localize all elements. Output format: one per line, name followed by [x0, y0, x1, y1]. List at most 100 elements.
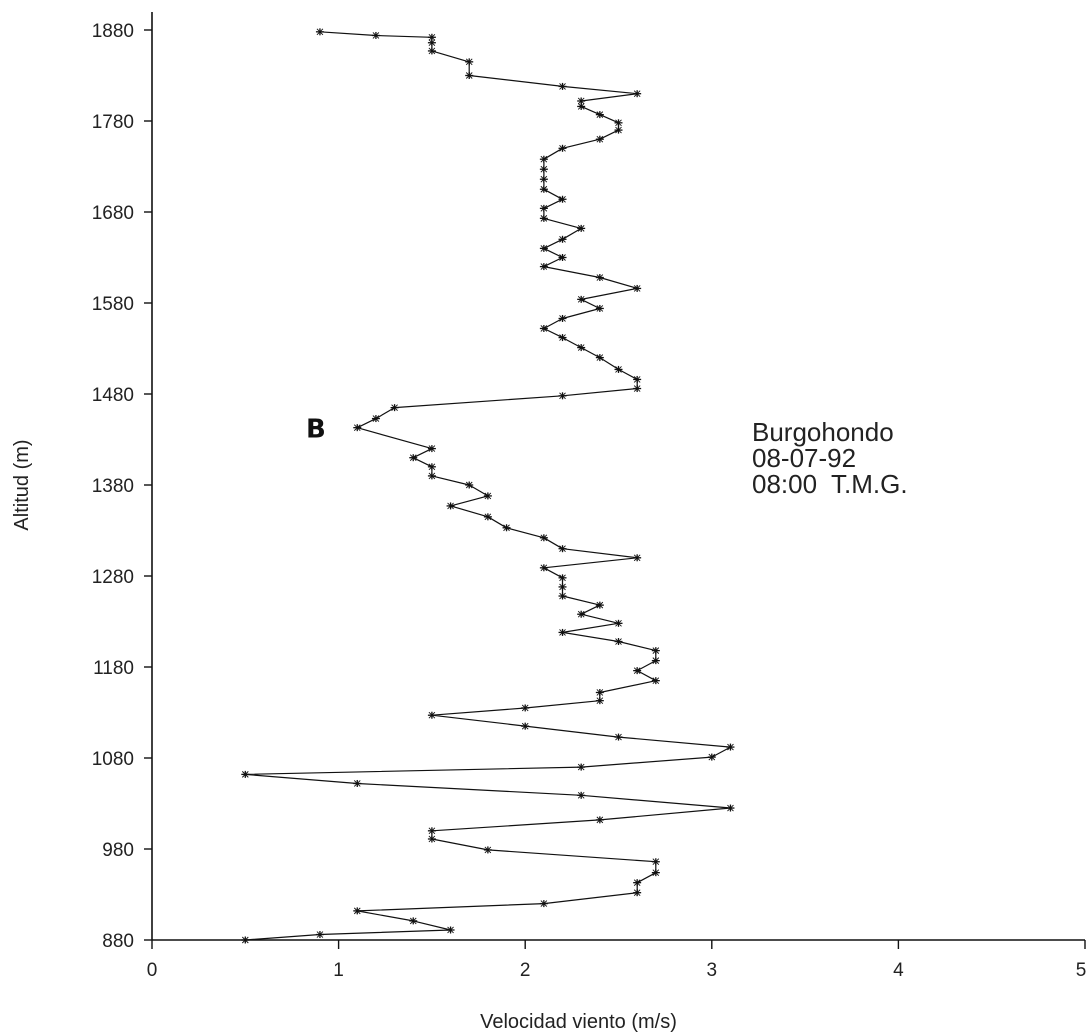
data-point	[353, 424, 362, 432]
annotation-location: Burgohondo	[752, 417, 894, 447]
data-point	[390, 404, 399, 412]
data-point	[465, 72, 474, 79]
data-point	[614, 365, 623, 373]
data-point	[539, 534, 548, 542]
data-point	[539, 155, 548, 163]
data-point	[614, 619, 623, 627]
data-point	[633, 90, 642, 98]
data-point	[371, 415, 380, 423]
data-point	[633, 375, 642, 383]
data-point	[651, 657, 660, 665]
data-point	[558, 392, 567, 400]
data-point	[427, 33, 436, 41]
data-point	[539, 263, 548, 271]
y-tick-label: 1680	[92, 203, 134, 224]
data-point	[614, 733, 623, 741]
data-point	[465, 481, 474, 489]
data-point	[427, 47, 436, 55]
data-point	[726, 804, 735, 812]
data-point	[539, 900, 548, 908]
series-layer	[241, 28, 735, 944]
data-point	[427, 472, 436, 480]
data-point	[651, 647, 660, 655]
y-tick-label: 980	[102, 840, 134, 861]
data-point	[595, 274, 604, 282]
data-point	[521, 704, 530, 712]
annotation-time: 08:00 T.M.G.	[752, 469, 908, 499]
x-axis-title: Velocidad viento (m/s)	[480, 1011, 677, 1033]
data-point	[614, 638, 623, 646]
y-ticks: 880 980 1080 1180 1280 1380 1480 1580 1680 1780 18…	[92, 21, 152, 952]
data-point	[427, 827, 436, 835]
data-point	[651, 858, 660, 866]
data-point	[614, 126, 623, 134]
annotation-block: Burgohondo 08-07-92 08:00 T.M.G.	[752, 417, 908, 499]
axes: 880 980 1080 1180 1280 1380 1480 1580 1680 1780 18…	[92, 12, 1087, 981]
annotation-date: 08-07-92	[752, 443, 856, 473]
data-point	[539, 175, 548, 183]
data-point	[558, 628, 567, 636]
data-point	[427, 39, 436, 47]
data-point	[633, 554, 642, 562]
data-point	[558, 235, 567, 243]
data-point	[539, 165, 548, 173]
data-point	[651, 677, 660, 685]
data-point	[577, 295, 586, 303]
data-point	[558, 583, 567, 591]
data-point	[577, 224, 586, 232]
y-tick-label: 1480	[92, 385, 134, 406]
data-point	[502, 524, 511, 532]
x-tick-label: 0	[147, 960, 158, 981]
data-point	[539, 244, 548, 252]
data-point	[483, 492, 492, 500]
data-point	[446, 926, 455, 934]
data-point	[371, 31, 380, 39]
data-point	[595, 601, 604, 609]
data-point	[577, 610, 586, 618]
data-point	[427, 835, 436, 843]
data-point	[241, 936, 250, 944]
data-point	[595, 354, 604, 362]
x-tick-label: 2	[520, 960, 531, 981]
data-point	[577, 791, 586, 799]
x-tick-label: 5	[1076, 960, 1087, 981]
data-point	[595, 135, 604, 143]
y-tick-label: 1380	[92, 476, 134, 497]
data-point	[409, 454, 418, 462]
data-point	[427, 711, 436, 719]
data-point	[539, 564, 548, 572]
data-point	[427, 463, 436, 471]
y-tick-label: 1180	[93, 658, 134, 679]
data-point	[558, 334, 567, 342]
data-point	[558, 314, 567, 322]
data-point	[315, 28, 324, 36]
data-point	[558, 574, 567, 582]
series-line	[244, 31, 732, 941]
data-point	[465, 58, 474, 66]
data-point	[539, 204, 548, 212]
data-point	[595, 111, 604, 119]
data-point	[353, 907, 362, 915]
x-tick-label: 1	[333, 960, 344, 981]
data-point	[633, 284, 642, 292]
y-tick-label: 1880	[92, 21, 134, 42]
data-point	[595, 304, 604, 312]
y-tick-label: 1080	[92, 749, 134, 770]
y-axis-title: Altitud (m)	[11, 439, 33, 530]
data-point	[558, 82, 567, 90]
y-tick-label: 880	[102, 931, 134, 952]
data-point	[558, 545, 567, 553]
data-point	[577, 344, 586, 352]
data-point	[446, 502, 455, 510]
data-point	[539, 324, 548, 332]
data-point	[614, 119, 623, 127]
data-point	[483, 513, 492, 521]
x-tick-label: 3	[707, 960, 718, 981]
data-point	[577, 97, 586, 105]
data-point	[241, 770, 250, 778]
data-point	[558, 195, 567, 203]
data-point	[558, 592, 567, 600]
data-point	[633, 385, 642, 393]
data-point	[558, 144, 567, 152]
